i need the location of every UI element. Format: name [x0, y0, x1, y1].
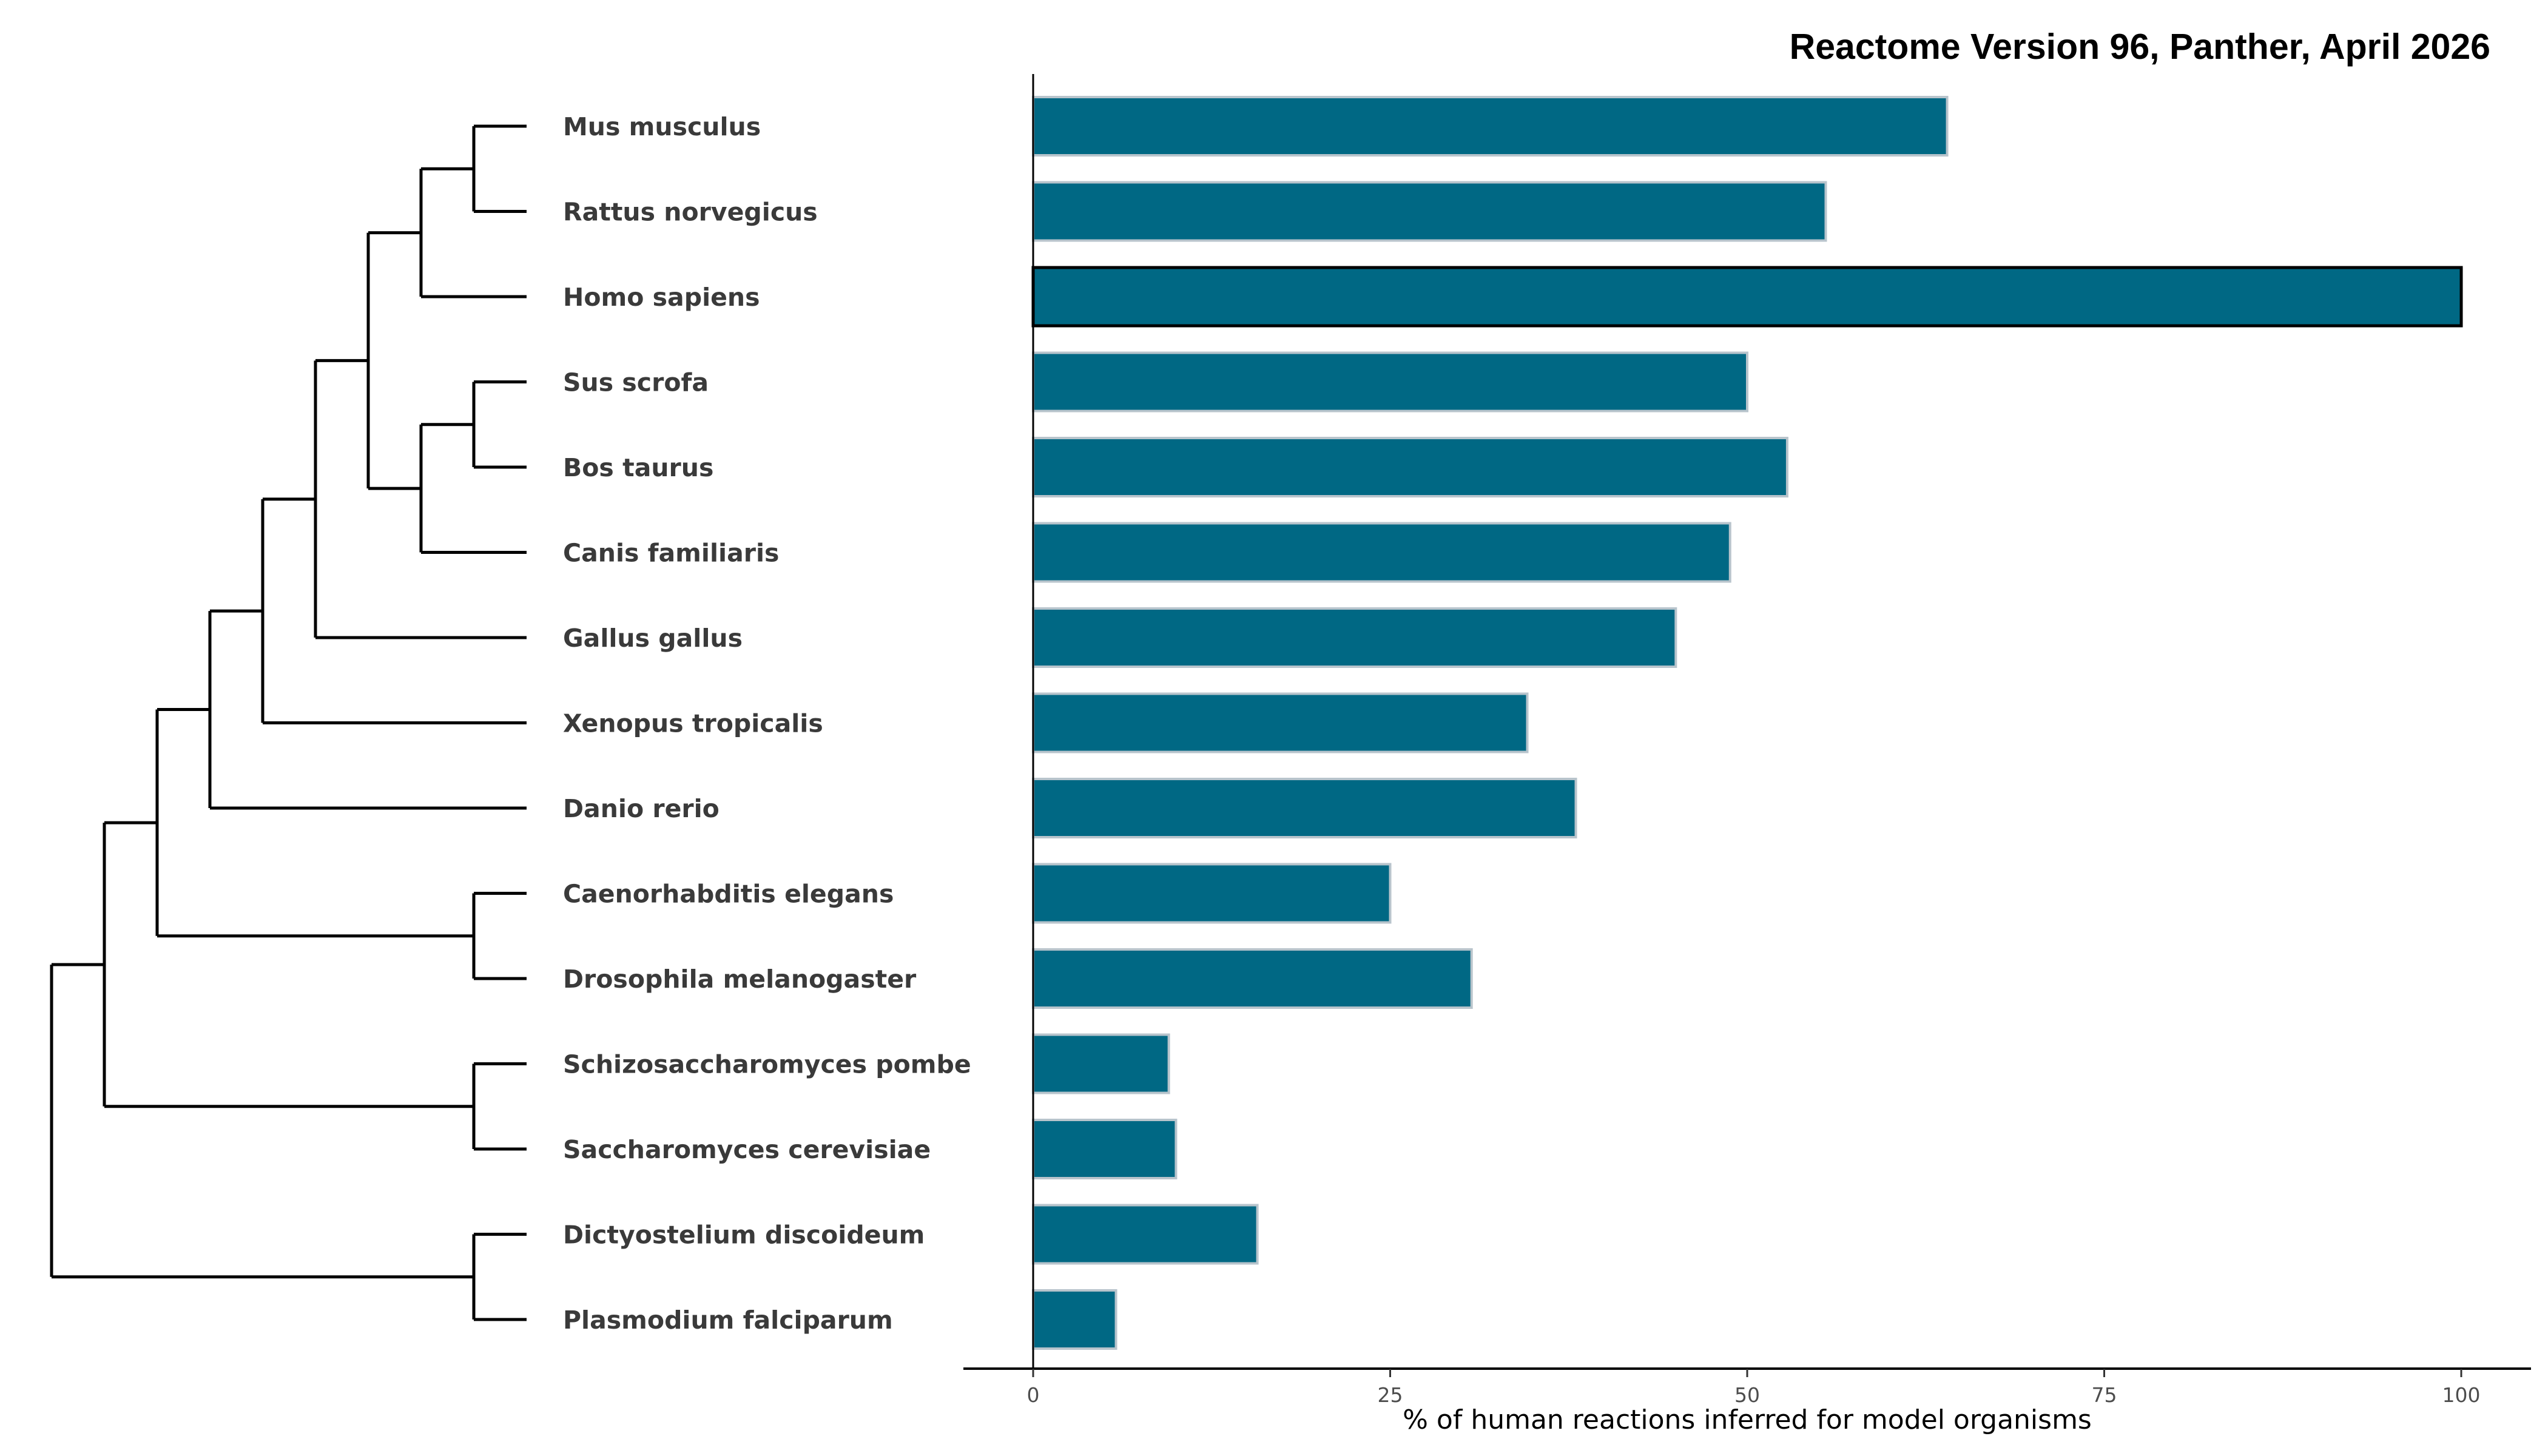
bars	[1031, 96, 2463, 1350]
bar-drosophila-melanogaster	[1032, 948, 1473, 1009]
bar-caenorhabditis-elegans	[1032, 863, 1392, 924]
x-tick-label-0: 0	[1027, 1383, 1040, 1407]
bar-mus-musculus	[1032, 96, 1949, 157]
x-tick-label-50: 50	[1734, 1383, 1760, 1407]
species-label-bos-taurus: Bos taurus	[563, 453, 713, 482]
x-axis-title: % of human reactions inferred for model …	[1403, 1404, 2092, 1435]
chart-title: Reactome Version 96, Panther, April 2026	[1790, 27, 2490, 67]
species-label-caenorhabditis-elegans: Caenorhabditis elegans	[563, 880, 894, 909]
bar-rattus-norvegicus	[1032, 181, 1827, 242]
species-label-mus-musculus: Mus musculus	[563, 112, 761, 141]
bar-xenopus-tropicalis	[1032, 692, 1529, 753]
x-tick-label-100: 100	[2442, 1383, 2481, 1407]
bar-danio-rerio	[1032, 778, 1577, 838]
bar-gallus-gallus	[1032, 607, 1677, 668]
species-labels: Mus musculus Rattus norvegicus Homo sapien…	[563, 112, 971, 1335]
bar-saccharomyces-cerevisiae	[1032, 1119, 1178, 1179]
species-label-sus-scrofa: Sus scrofa	[563, 368, 709, 397]
bar-bos-taurus	[1032, 437, 1788, 497]
dendrogram	[50, 124, 527, 1321]
bar-plasmodium-falciparum	[1032, 1289, 1117, 1350]
bar-homo-sapiens	[1031, 266, 2463, 328]
bar-dictyostelium-discoideum	[1032, 1204, 1259, 1265]
species-label-drosophila-melanogaster: Drosophila melanogaster	[563, 965, 917, 994]
bar-sus-scrofa	[1032, 351, 1748, 413]
species-label-dictyostelium-discoideum: Dictyostelium discoideum	[563, 1221, 925, 1250]
x-tick-label-75: 75	[2092, 1383, 2117, 1407]
x-tick-label-25: 25	[1378, 1383, 1403, 1407]
bar-canis-familiaris	[1032, 522, 1731, 583]
species-label-danio-rerio: Danio rerio	[563, 794, 720, 823]
species-label-xenopus-tropicalis: Xenopus tropicalis	[563, 709, 823, 738]
bar-schizosaccharomyces-pombe	[1032, 1033, 1170, 1094]
species-label-saccharomyces-cerevisiae: Saccharomyces cerevisiae	[563, 1135, 931, 1164]
species-label-gallus-gallus: Gallus gallus	[563, 624, 743, 653]
species-label-canis-familiaris: Canis familiaris	[563, 539, 779, 568]
species-label-homo-sapiens: Homo sapiens	[563, 283, 760, 312]
species-label-schizosaccharomyces-pombe: Schizosaccharomyces pombe	[563, 1050, 971, 1079]
species-label-plasmodium-falciparum: Plasmodium falciparum	[563, 1306, 893, 1335]
species-label-rattus-norvegicus: Rattus norvegicus	[563, 198, 818, 227]
x-axis: 0 25 50 75 100	[963, 74, 2531, 1407]
